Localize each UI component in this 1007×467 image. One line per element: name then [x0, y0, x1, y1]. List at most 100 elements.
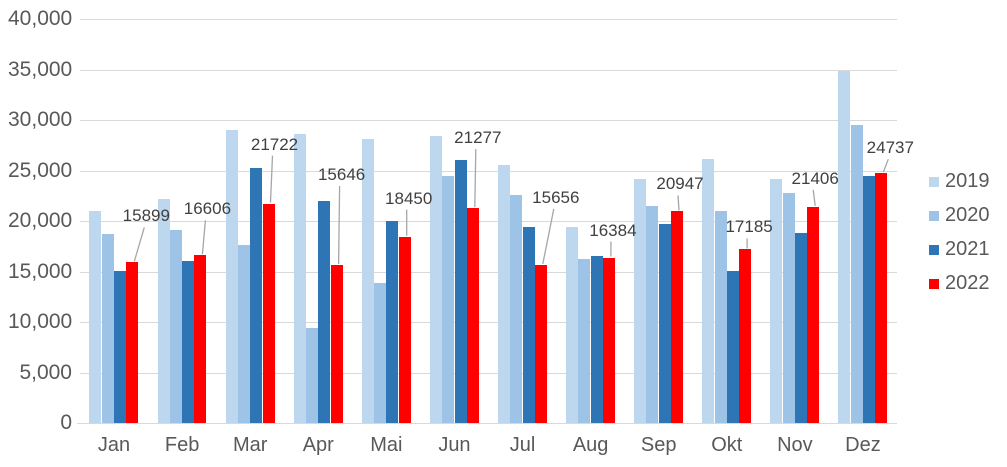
bar-2020-jul[interactable]	[510, 194, 523, 423]
data-label-2022-apr: 15646	[317, 165, 366, 184]
bar-2021-dez[interactable]	[863, 175, 875, 423]
gridline	[80, 372, 897, 374]
x-tick-label-feb: Feb	[164, 434, 200, 456]
bar-2021-mai[interactable]	[386, 221, 399, 423]
data-label-2022-mar: 21722	[250, 134, 299, 154]
bar-2022-jun[interactable]	[466, 208, 479, 423]
y-tick-label: 25,000	[8, 158, 73, 182]
x-tick-label-okt: Okt	[711, 434, 743, 456]
bar-2019-jul[interactable]	[497, 164, 510, 423]
y-tick-label: 10,000	[8, 310, 73, 333]
y-tick-label: 15,000	[8, 259, 73, 283]
bar-2021-mar[interactable]	[250, 168, 263, 423]
bar-2021-feb[interactable]	[182, 260, 195, 423]
leader-line	[201, 220, 207, 255]
x-tick-label-mar: Mar	[232, 434, 268, 456]
bar-2020-dez[interactable]	[850, 124, 863, 423]
bar-2020-jun[interactable]	[442, 175, 455, 423]
x-tick-label-apr: Apr	[302, 434, 334, 456]
bar-2019-aug[interactable]	[566, 227, 578, 423]
x-tick-label-mai: Mai	[370, 434, 403, 456]
legend: 2019 2020 2021 2022	[929, 171, 990, 307]
bar-2021-apr[interactable]	[318, 200, 331, 423]
legend-label-2019: 2019	[945, 170, 990, 192]
x-tick-label-jan: Jan	[97, 434, 131, 456]
legend-swatch-icon-2019	[929, 176, 939, 187]
bar-2021-jul[interactable]	[522, 226, 535, 423]
bar-2020-mai[interactable]	[374, 282, 387, 423]
bar-2021-sep[interactable]	[658, 224, 671, 423]
bar-2020-apr[interactable]	[306, 328, 318, 423]
legend-swatch-icon-2022	[929, 278, 939, 289]
gridline	[80, 271, 897, 273]
data-label-2022-dez: 24737	[866, 138, 914, 158]
bar-2019-okt[interactable]	[702, 158, 715, 423]
leader-line	[677, 195, 680, 211]
gridline	[80, 120, 897, 121]
data-label-2022-jul: 15656	[532, 187, 580, 207]
legend-item-2022[interactable]: 2022	[929, 273, 990, 294]
bar-2022-okt[interactable]	[739, 249, 752, 423]
bar-2022-sep[interactable]	[671, 211, 683, 423]
bar-2019-jan[interactable]	[89, 210, 102, 423]
bar-2019-jun[interactable]	[429, 136, 442, 423]
data-label-2022-nov: 21406	[791, 168, 839, 188]
x-tick-label-jun: Jun	[438, 434, 471, 456]
bar-2021-nov[interactable]	[794, 233, 807, 423]
y-tick-label: 5,000	[19, 360, 72, 384]
x-tick-label-sep: Sep	[640, 434, 677, 456]
legend-label-2021: 2021	[945, 238, 990, 260]
bar-2022-mai[interactable]	[398, 236, 411, 423]
bar-2022-mar[interactable]	[262, 203, 275, 423]
bar-2019-dez[interactable]	[838, 70, 851, 423]
bar-2020-okt[interactable]	[714, 211, 727, 423]
bar-2022-nov[interactable]	[807, 206, 820, 423]
bar-2020-feb[interactable]	[169, 230, 182, 423]
legend-swatch-icon-2020	[929, 210, 939, 221]
x-tick-label-jul: Jul	[509, 434, 536, 456]
bar-2022-apr[interactable]	[330, 265, 343, 423]
data-label-2022-mai: 18450	[385, 188, 433, 208]
bar-2022-jan[interactable]	[126, 262, 139, 423]
bar-2022-jul[interactable]	[534, 264, 547, 423]
gridline	[80, 19, 897, 20]
data-label-2022-jun: 21277	[454, 128, 502, 148]
bar-2021-aug[interactable]	[590, 255, 603, 423]
bar-2019-feb[interactable]	[157, 199, 170, 423]
bar-2022-feb[interactable]	[194, 255, 207, 423]
y-tick-label: 35,000	[8, 57, 73, 81]
y-tick-label: 40,000	[8, 7, 73, 30]
gridline	[80, 322, 897, 323]
bar-2020-sep[interactable]	[646, 206, 659, 423]
bar-2021-okt[interactable]	[726, 270, 739, 423]
y-tick-label: 0	[60, 411, 72, 434]
y-tick-label: 30,000	[8, 108, 73, 131]
bar-2020-aug[interactable]	[578, 258, 591, 423]
legend-item-2021[interactable]: 2021	[929, 239, 990, 260]
bar-2022-dez[interactable]	[875, 173, 888, 423]
y-tick-label: 20,000	[8, 209, 73, 232]
bar-2019-mar[interactable]	[225, 130, 238, 423]
x-tick-label-aug: Aug	[572, 434, 609, 456]
bar-2020-mar[interactable]	[237, 245, 250, 423]
bar-2022-aug[interactable]	[602, 257, 615, 423]
x-tick-label-dez: Dez	[845, 434, 881, 456]
leader-line	[337, 185, 341, 265]
leader-line	[812, 189, 816, 206]
leader-line	[474, 149, 477, 208]
bar-2021-jun[interactable]	[454, 159, 467, 423]
bar-2019-mai[interactable]	[361, 139, 374, 423]
bar-2020-jan[interactable]	[101, 234, 114, 423]
leader-line	[542, 208, 555, 265]
bar-2019-sep[interactable]	[634, 178, 647, 423]
leader-line	[269, 155, 274, 203]
bar-2021-jan[interactable]	[114, 270, 126, 423]
legend-item-2019[interactable]: 2019	[929, 171, 990, 192]
bar-2020-nov[interactable]	[782, 192, 795, 423]
bar-2019-apr[interactable]	[293, 134, 306, 423]
legend-item-2020[interactable]: 2020	[929, 205, 990, 226]
bar-2019-nov[interactable]	[770, 178, 783, 423]
data-label-2022-feb: 16606	[183, 199, 232, 219]
gridline	[80, 69, 897, 71]
